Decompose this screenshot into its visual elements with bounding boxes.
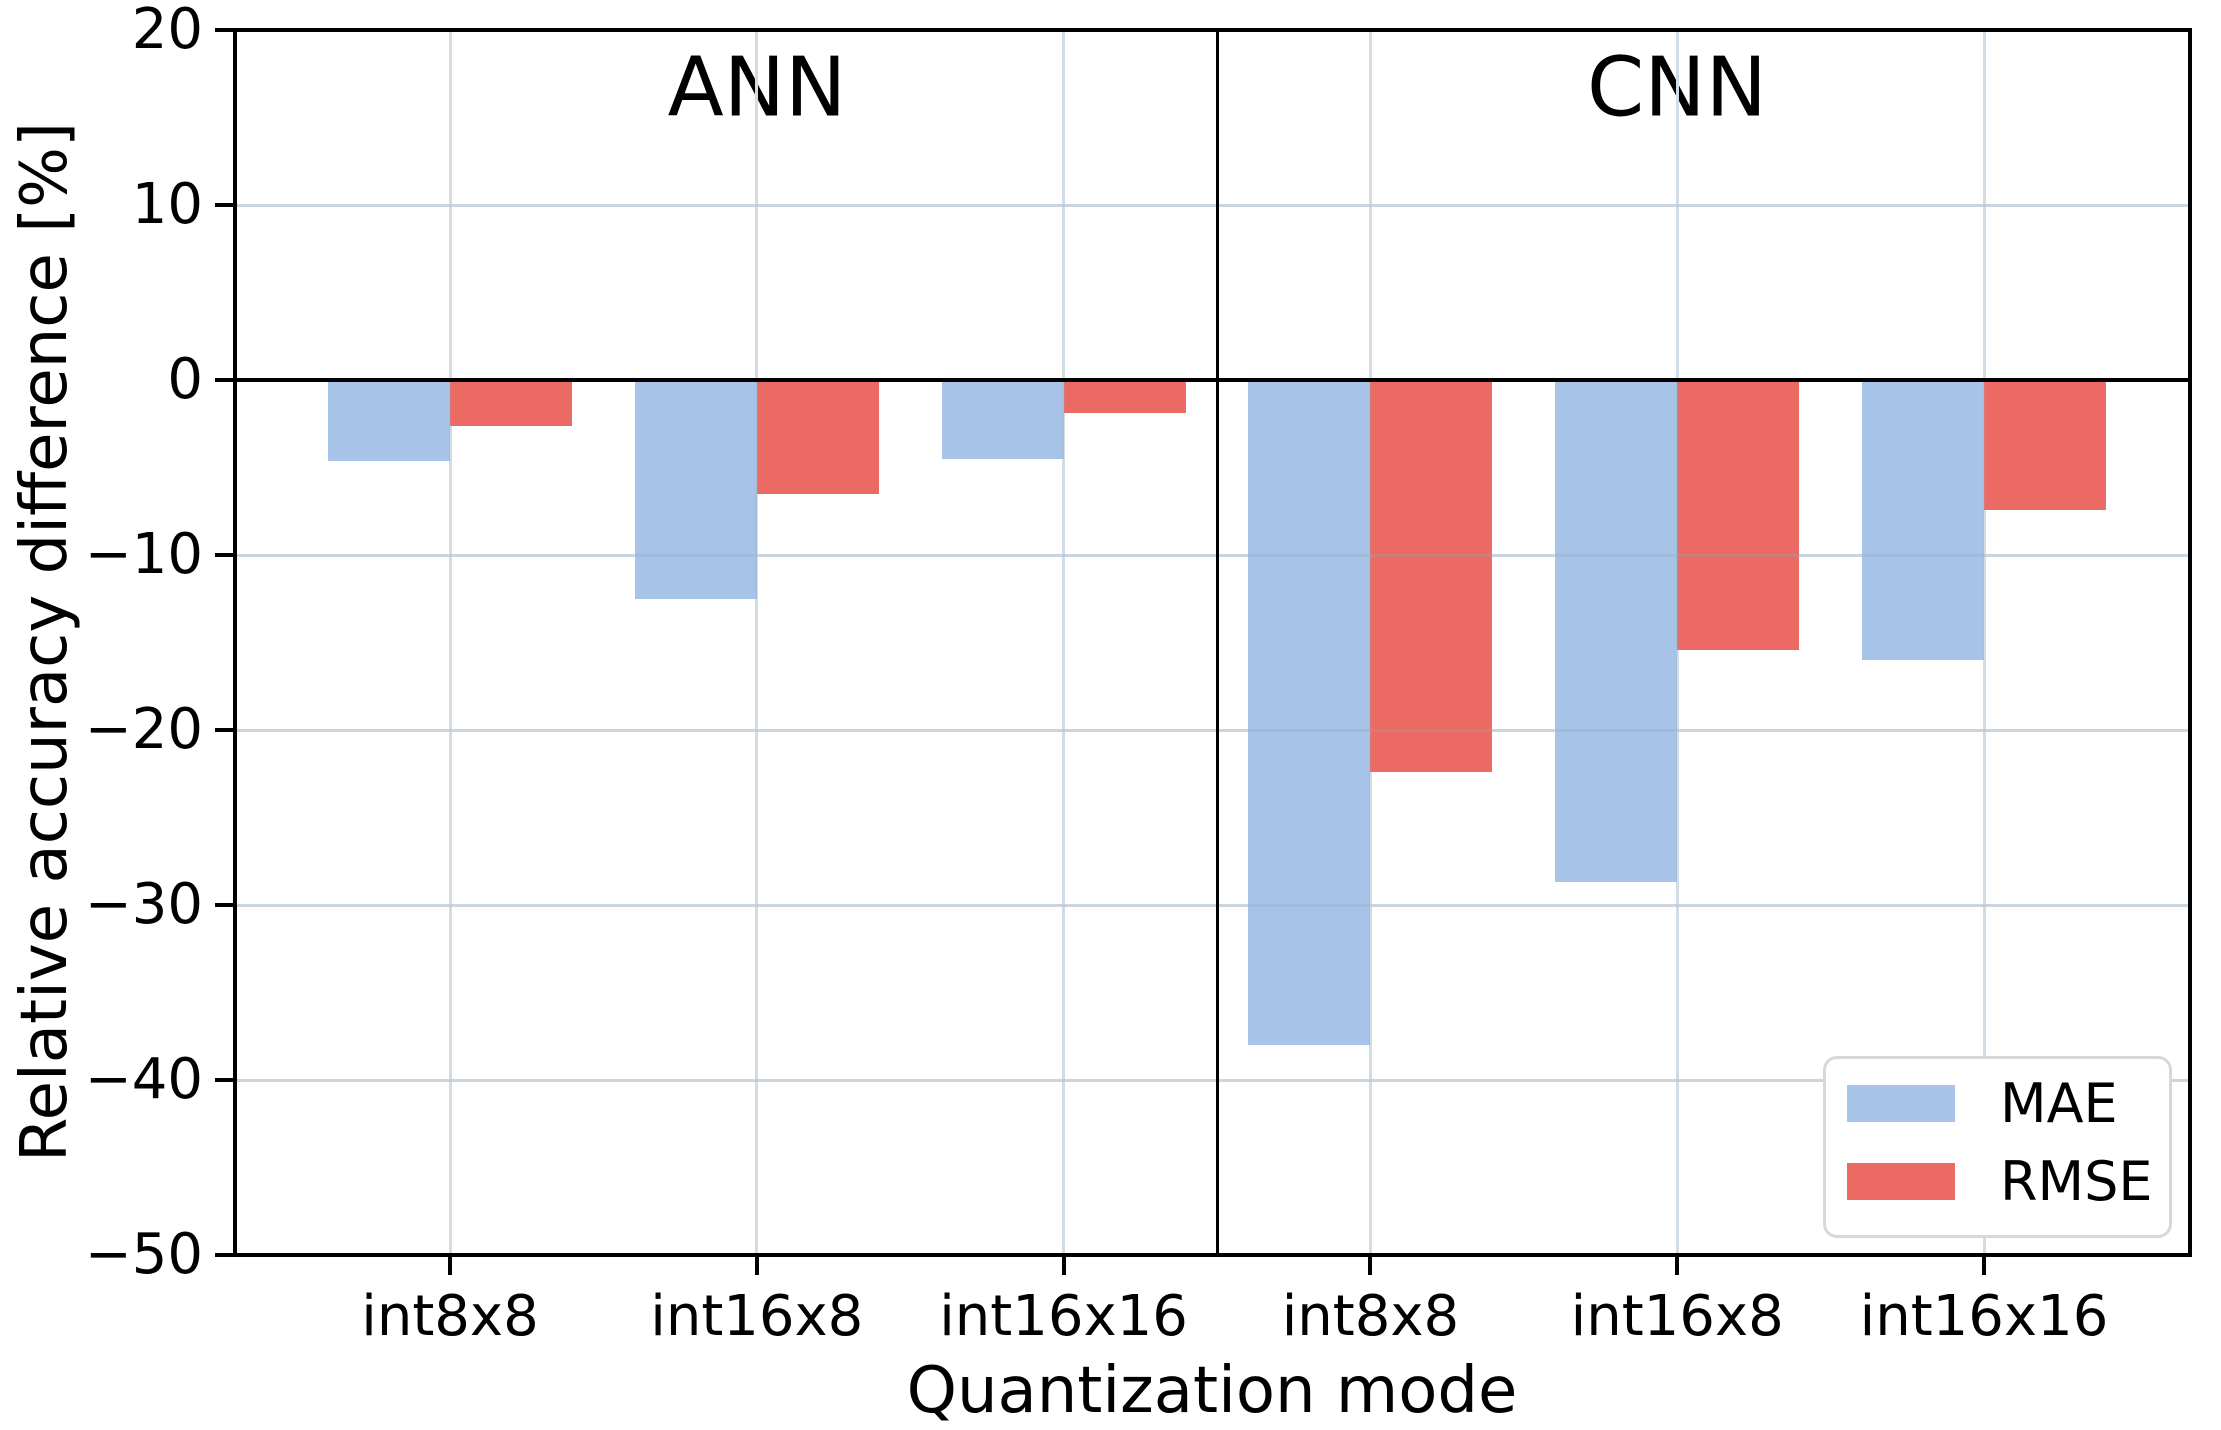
x-axis-label: Quantization mode xyxy=(906,1354,1518,1428)
y-tick--30 xyxy=(215,903,235,907)
gridline-v-2 xyxy=(1062,30,1066,1255)
top-spine xyxy=(233,28,2192,32)
x-tick-label-cnn-int8x8: int8x8 xyxy=(1281,1284,1460,1349)
bar-cnn-mae-int16x8 xyxy=(1555,380,1678,883)
bar-ann-rmse-int8x8 xyxy=(450,380,572,426)
bar-ann-mae-int16x16 xyxy=(941,380,1064,459)
x-tick-ann-int16x8 xyxy=(754,1255,759,1275)
gridline-overlay-h--40 xyxy=(235,1078,2190,1082)
bar-ann-rmse-int16x16 xyxy=(1063,380,1186,414)
legend-label-mae: MAE xyxy=(2000,1072,2118,1135)
gridline-h--40 xyxy=(235,1078,2190,1082)
x-tick-label-ann-int8x8: int8x8 xyxy=(361,1284,539,1349)
gridline-overlay-h--20 xyxy=(235,728,2190,732)
gridline-h--10 xyxy=(235,553,2190,557)
y-tick-label--10: −10 xyxy=(84,522,203,587)
y-tick--40 xyxy=(215,1078,235,1082)
bottom-spine xyxy=(233,1253,2192,1257)
y-tick-10 xyxy=(215,203,235,207)
bar-cnn-rmse-int16x16 xyxy=(1984,380,2106,510)
y-tick-label--20: −20 xyxy=(84,697,203,762)
bar-cnn-mae-int16x16 xyxy=(1862,380,1984,660)
gridline-h-10 xyxy=(235,203,2190,207)
legend-swatch-mae xyxy=(1847,1085,1955,1122)
y-tick-label-0: 0 xyxy=(167,347,203,412)
bar-ann-rmse-int16x8 xyxy=(756,380,879,494)
gridline-overlay-h-10 xyxy=(235,203,2190,207)
legend-swatch-rmse xyxy=(1847,1163,1955,1200)
gridline-overlay-v-5 xyxy=(1982,30,1986,1255)
gridline-overlay-v-4 xyxy=(1675,30,1679,1255)
zero-line xyxy=(235,378,2190,382)
gridline-overlay-v-3 xyxy=(1368,30,1372,1255)
left-spine xyxy=(233,28,237,1257)
bar-cnn-rmse-int16x8 xyxy=(1677,380,1800,650)
y-tick-0 xyxy=(215,378,235,382)
x-tick-label-cnn-int16x16: int16x16 xyxy=(1859,1284,2109,1349)
y-tick--20 xyxy=(215,728,235,732)
gridline-overlay-v-1 xyxy=(755,30,759,1255)
right-spine xyxy=(2188,28,2192,1257)
bar-ann-mae-int16x8 xyxy=(634,380,757,599)
x-tick-ann-int16x16 xyxy=(1061,1255,1066,1275)
x-tick-cnn-int16x16 xyxy=(1982,1255,1986,1275)
gridline-v-5 xyxy=(1982,30,1986,1255)
legend: MAE RMSE xyxy=(1823,1056,2172,1238)
y-tick--10 xyxy=(215,553,235,557)
gridline-overlay-h--30 xyxy=(235,903,2190,907)
y-tick-label--30: −30 xyxy=(84,872,203,937)
x-tick-label-ann-int16x16: int16x16 xyxy=(939,1284,1188,1349)
y-tick--50 xyxy=(215,1253,235,1257)
gridline-overlay-v-2 xyxy=(1062,30,1066,1255)
y-tick-label-20: 20 xyxy=(131,0,203,62)
x-tick-cnn-int16x8 xyxy=(1675,1255,1680,1275)
gridline-v-0 xyxy=(448,30,452,1255)
x-tick-cnn-int8x8 xyxy=(1368,1255,1373,1275)
panel-divider xyxy=(1215,30,1219,1255)
bar-cnn-rmse-int8x8 xyxy=(1370,380,1493,772)
gridline-h--30 xyxy=(235,903,2190,907)
y-tick-label-10: 10 xyxy=(131,172,203,237)
gridline-overlay-v-0 xyxy=(448,30,452,1255)
legend-label-rmse: RMSE xyxy=(2000,1150,2153,1213)
x-tick-ann-int8x8 xyxy=(448,1255,452,1275)
y-tick-label--40: −40 xyxy=(84,1047,203,1112)
bar-ann-mae-int8x8 xyxy=(328,380,450,461)
y-tick-20 xyxy=(215,28,235,32)
bar-cnn-mae-int8x8 xyxy=(1248,380,1371,1045)
y-tick-label--50: −50 xyxy=(84,1222,203,1287)
gridline-overlay-h--10 xyxy=(235,553,2190,557)
gridline-v-1 xyxy=(755,30,759,1255)
gridline-h--20 xyxy=(235,728,2190,732)
x-tick-label-ann-int16x8: int16x8 xyxy=(650,1284,864,1349)
x-tick-label-cnn-int16x8: int16x8 xyxy=(1570,1284,1784,1349)
